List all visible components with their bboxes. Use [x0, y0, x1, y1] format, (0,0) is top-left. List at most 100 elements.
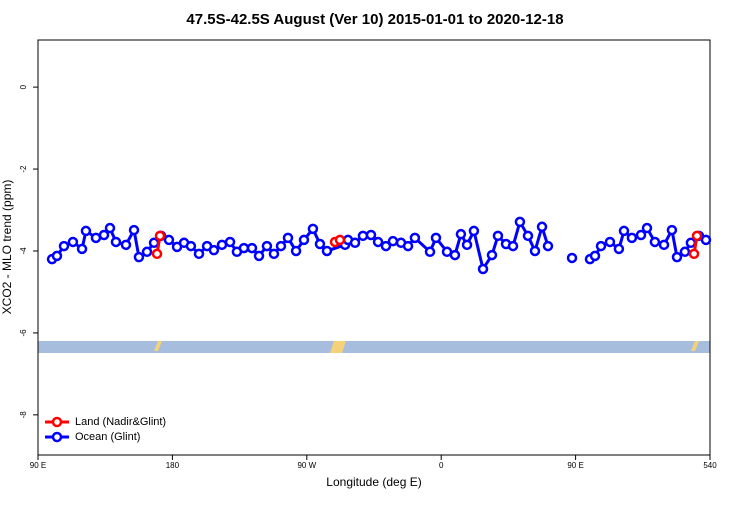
y-tick-label: -2 [19, 165, 28, 173]
x-tick-label: 90 E [567, 461, 583, 470]
data-point [307, 223, 319, 235]
data-point [268, 248, 280, 260]
data-point [626, 232, 638, 244]
data-point [679, 246, 691, 258]
data-point [542, 240, 554, 252]
data-point [282, 232, 294, 244]
data-point [80, 225, 92, 237]
data-point [120, 239, 132, 251]
data-point [486, 249, 498, 261]
data-point [461, 239, 473, 251]
data-point [658, 239, 670, 251]
data-point [298, 234, 310, 246]
data-point [208, 244, 220, 256]
data-point [141, 246, 153, 258]
y-tick-label: 0 [19, 84, 28, 89]
data-point [246, 242, 258, 254]
data-point [492, 230, 504, 242]
data-point [477, 263, 489, 275]
data-point [151, 248, 163, 260]
data-point [372, 236, 384, 248]
data-point [238, 242, 250, 254]
data-point [193, 248, 205, 260]
data-point [275, 240, 287, 252]
data-point [163, 234, 175, 246]
x-tick-label: 0 [439, 461, 444, 470]
data-point [514, 216, 526, 228]
data-point [334, 234, 346, 246]
data-point [595, 240, 607, 252]
data-point [449, 249, 461, 261]
data-point [216, 239, 228, 251]
data-point [290, 245, 302, 257]
data-point [133, 251, 145, 263]
data-point [589, 250, 601, 262]
land-mask-spot [330, 341, 346, 353]
data-point [455, 228, 467, 240]
data-point [424, 246, 436, 258]
x-tick-label: 90 E [30, 461, 46, 470]
plot-frame [37, 39, 711, 456]
data-point [700, 234, 712, 246]
data-point [104, 222, 116, 234]
data-point [507, 240, 519, 252]
data-point [468, 225, 480, 237]
land-mask-spot [691, 341, 699, 351]
data-point [536, 221, 548, 233]
data-point [566, 252, 578, 264]
legend-marker [51, 416, 63, 428]
data-point [253, 250, 265, 262]
x-axis-label: Longitude (deg E) [326, 475, 421, 489]
data-point [409, 232, 421, 244]
data-point [321, 245, 333, 257]
legend-label: Land (Nadir&Glint) [75, 416, 166, 428]
x-tick-label: 90 W [297, 461, 316, 470]
data-point [641, 222, 653, 234]
data-point [430, 232, 442, 244]
y-tick-label: -4 [19, 247, 28, 255]
data-point [522, 230, 534, 242]
x-tick-label: 540 [703, 461, 717, 470]
legend-marker [51, 431, 63, 443]
data-point [387, 235, 399, 247]
data-point [76, 243, 88, 255]
data-point [261, 240, 273, 252]
data-point [685, 237, 697, 249]
data-point [185, 240, 197, 252]
data-point [110, 236, 122, 248]
data-point [618, 225, 630, 237]
data-point [671, 251, 683, 263]
data-point [90, 232, 102, 244]
plot: 90 E 180 90 W 0 90 E 540 -8 -6 -4 -2 0 Land (Nadir&… [19, 84, 717, 470]
data-point [380, 240, 392, 252]
land-mask-spot [154, 341, 162, 351]
data-point [613, 243, 625, 255]
data-point [98, 229, 110, 241]
data-point [691, 230, 703, 242]
data-point [314, 238, 326, 250]
data-point [128, 224, 140, 236]
land-mask-band [38, 341, 710, 353]
data-point [58, 240, 70, 252]
y-axis-label: XCO2 - MLO trend (ppm) [0, 180, 14, 315]
data-point [154, 230, 166, 242]
y-tick-label: -6 [19, 329, 28, 337]
legend-label: Ocean (Glint) [75, 431, 140, 443]
data-point [349, 237, 361, 249]
data-point [604, 236, 616, 248]
data-point [357, 230, 369, 242]
data-point [365, 229, 377, 241]
data-point [224, 236, 236, 248]
y-tick-label: -8 [19, 411, 28, 419]
data-point [402, 240, 414, 252]
x-tick-label: 180 [166, 461, 180, 470]
data-point [666, 224, 678, 236]
data-point [649, 236, 661, 248]
data-point [529, 245, 541, 257]
data-point [688, 248, 700, 260]
data-point [67, 236, 79, 248]
data-point [635, 229, 647, 241]
data-point [51, 250, 63, 262]
